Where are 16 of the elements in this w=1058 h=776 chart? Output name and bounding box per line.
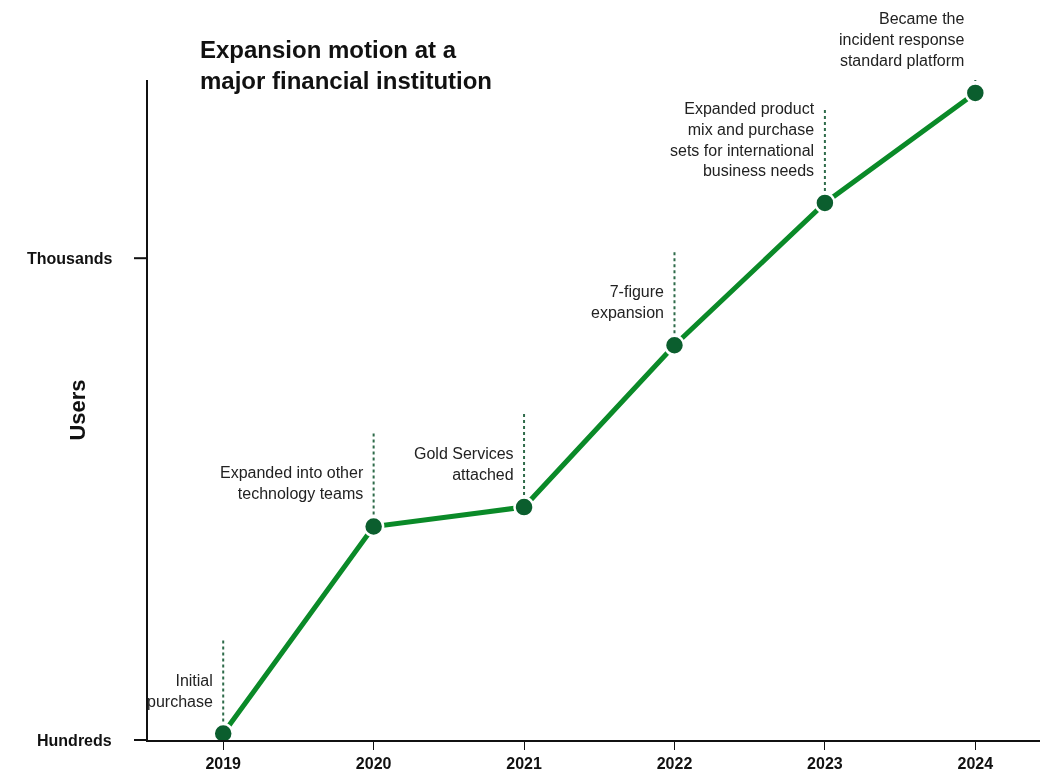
x-tick-label: 2019 [205, 755, 242, 773]
y-axis-title: Users [65, 379, 91, 441]
annotation: Expanded into other technology teams [220, 464, 364, 502]
x-tick-label: 2020 [355, 755, 392, 773]
annotation: 7-figure expansion [591, 283, 665, 321]
chart-title: Expansion motion at a major financial institution [200, 36, 493, 95]
text: Thousands [27, 250, 113, 267]
annotation: Gold Services attached [414, 445, 514, 483]
text: Hundreds [37, 732, 112, 749]
annotation: Became the incident response standard platform [839, 10, 965, 69]
x-tick-label: 2024 [957, 755, 994, 773]
x-tick-label: 2023 [807, 755, 843, 773]
x-tick-label: 2022 [656, 755, 693, 773]
annotation: Initial purchase [147, 672, 213, 710]
annotation: Expanded product mix and purchase sets for international business needs [670, 100, 815, 180]
x-tick-label: 2021 [506, 755, 542, 773]
